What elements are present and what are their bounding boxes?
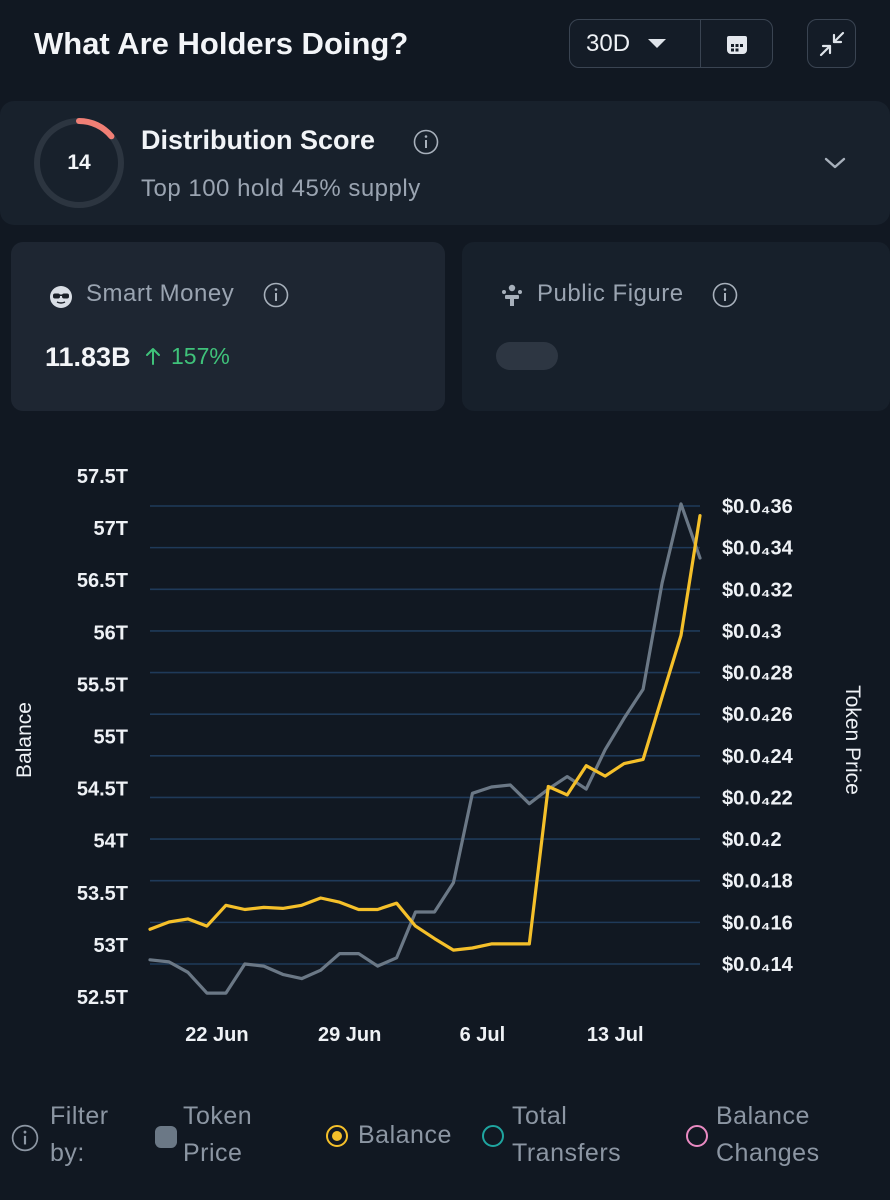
x-tick-label: 13 Jul	[587, 1024, 644, 1046]
arrow-up-icon	[146, 348, 160, 365]
filter-item-label: Balance Changes	[716, 1102, 820, 1167]
collapse-button[interactable]	[807, 19, 856, 68]
y-tick-label: 57T	[94, 518, 128, 540]
smart-money-label: Smart Money	[86, 280, 235, 307]
smart-money-card[interactable]: Smart Money 11.83B 157%	[11, 242, 445, 411]
score-ring	[34, 118, 124, 208]
filter-bar: Filter by: Token Price Balance Total Transf…	[0, 1096, 890, 1186]
public-figure-card[interactable]: Public Figure	[462, 242, 890, 411]
info-icon[interactable]	[11, 1124, 39, 1152]
y-tick-label: 56T	[94, 622, 128, 644]
y2-tick-label: $0.0₄16	[722, 912, 793, 934]
info-icon[interactable]	[712, 282, 738, 308]
y2-tick-label: $0.0₄22	[722, 787, 793, 809]
y-tick-label: 57.5T	[77, 466, 128, 488]
token-price-line	[148, 502, 702, 995]
y2-tick-label: $0.0₄34	[722, 538, 794, 560]
y-tick-label: 52.5T	[77, 987, 128, 1009]
calendar-icon	[726, 35, 747, 54]
filter-label: Filter by:	[50, 1102, 109, 1167]
info-icon[interactable]	[263, 282, 289, 308]
calendar-button[interactable]	[701, 20, 772, 67]
date-range-control: 30D	[569, 19, 773, 68]
chevron-down-icon	[648, 39, 667, 48]
score-value: 14	[67, 151, 91, 174]
public-figure-label: Public Figure	[537, 280, 684, 307]
y2-tick-label: $0.0₄32	[722, 579, 793, 601]
y2-tick-label: $0.0₄14	[722, 954, 794, 976]
chevron-down-icon[interactable]	[822, 153, 848, 173]
balance-radio	[326, 1125, 348, 1147]
x-tick-label: 29 Jun	[318, 1024, 381, 1046]
sunglasses-icon	[50, 286, 72, 308]
page-title: What Are Holders Doing?	[34, 26, 409, 61]
y2-tick-label: $0.0₄18	[722, 871, 793, 893]
token-price-swatch	[155, 1126, 177, 1148]
y2-tick-label: $0.0₄24	[722, 746, 794, 768]
distribution-score-card[interactable]: 14 Distribution Score Top 100 hold 45% s…	[0, 101, 890, 225]
holders-chart: 52.5T 53T 53.5T 54T 54.5T 55T 55.5T 56T 56.5T 57T…	[13, 466, 864, 1046]
info-icon[interactable]	[413, 129, 439, 155]
y2-tick-label: $0.0₄26	[722, 704, 793, 726]
y-tick-label: 54T	[94, 831, 128, 853]
collapse-arrows-icon	[819, 31, 844, 56]
distribution-subtitle: Top 100 hold 45% supply	[141, 175, 421, 202]
podium-icon	[502, 284, 522, 306]
balance-line	[148, 513, 702, 952]
y2-tick-label: $0.0₄36	[722, 496, 793, 518]
total-transfers-radio	[482, 1125, 504, 1147]
x-tick-label: 6 Jul	[460, 1024, 506, 1046]
loading-skeleton	[496, 342, 558, 370]
y2-tick-label: $0.0₄3	[722, 621, 782, 643]
smart-money-change: 157%	[171, 343, 230, 369]
distribution-title: Distribution Score	[141, 125, 376, 155]
y2-tick-label: $0.0₄28	[722, 663, 793, 685]
filter-item-label: Balance	[358, 1121, 452, 1149]
x-tick-label: 22 Jun	[185, 1024, 248, 1046]
filter-item-label: Total Transfers	[512, 1102, 622, 1167]
y-tick-label: 56.5T	[77, 570, 128, 592]
range-value: 30D	[586, 29, 631, 57]
y-tick-label: 54.5T	[77, 779, 128, 801]
y2-tick-label: $0.0₄2	[722, 829, 782, 851]
y-tick-label: 55.5T	[77, 674, 128, 696]
filter-item-label: Token Price	[183, 1102, 253, 1167]
y-tick-label: 55T	[94, 727, 128, 749]
y-tick-label: 53T	[94, 935, 128, 957]
smart-money-value: 11.83B	[45, 342, 131, 372]
y2-axis-title: Token Price	[841, 685, 864, 795]
y-tick-label: 53.5T	[77, 883, 128, 905]
balance-changes-radio	[686, 1125, 708, 1147]
y-axis-title: Balance	[13, 702, 36, 778]
range-dropdown[interactable]: 30D	[570, 20, 701, 67]
